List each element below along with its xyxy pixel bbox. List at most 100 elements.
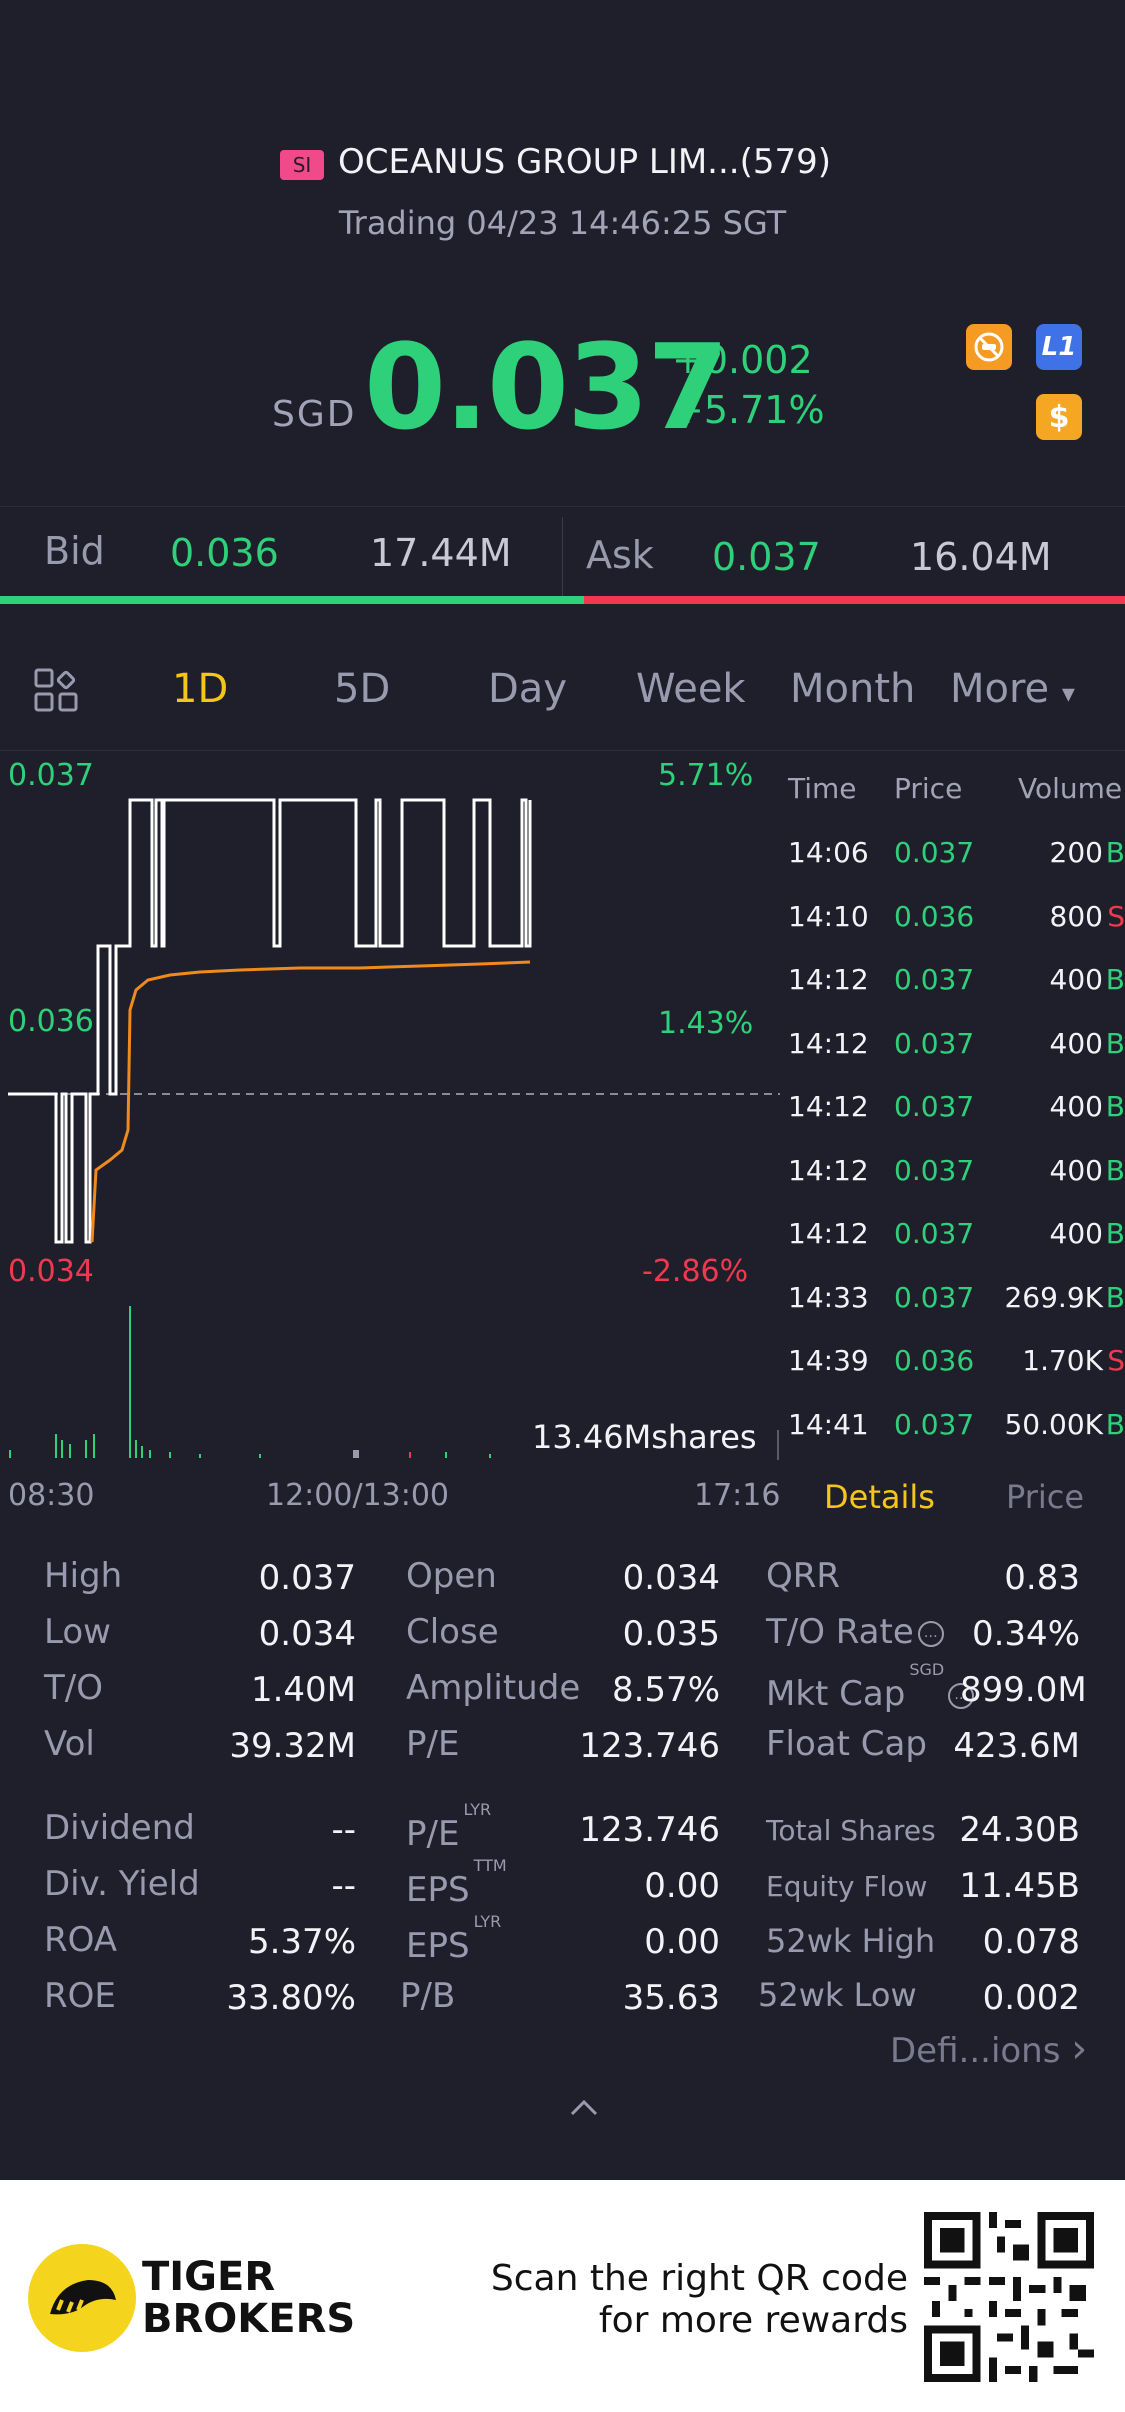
trade-time: 14:33 <box>788 1280 869 1314</box>
pe-lyr-text: P/E <box>406 1814 460 1854</box>
definitions-text: Defi...ions <box>890 2031 1061 2071</box>
bid-ask-panel[interactable]: Bid 0.036 17.44M Ask 0.037 16.04M <box>0 506 1125 603</box>
trade-price: 0.037 <box>894 836 975 869</box>
close-value: 0.035 <box>622 1614 720 1654</box>
tab-price[interactable]: Price <box>1006 1478 1085 1516</box>
eps-ttm-label: EPSTTM <box>406 1856 507 1910</box>
tab-day[interactable]: Day <box>488 666 567 712</box>
trade-side: B <box>1105 1153 1125 1187</box>
trades-header-price: Price <box>894 772 963 805</box>
equity-flow-label: Equity Flow <box>766 1870 928 1903</box>
trade-row: 14:06 0.037 200 B <box>780 836 1125 900</box>
mkt-cap-currency: SGD <box>909 1660 945 1679</box>
to-label: T/O <box>44 1668 103 1708</box>
chart-layout-icon[interactable] <box>34 668 78 716</box>
tab-more[interactable]: More ▾ <box>950 666 1075 712</box>
to-rate-text: T/O Rate <box>766 1612 914 1652</box>
intraday-chart[interactable] <box>0 750 780 1460</box>
trade-volume: 269.9K <box>1004 1280 1103 1314</box>
price-change: +0.002 <box>672 338 813 382</box>
trade-volume: 800 <box>1049 899 1103 933</box>
eps-lyr-sup: LYR <box>473 1912 502 1931</box>
trade-volume: 400 <box>1049 1026 1103 1060</box>
trade-volume: 400 <box>1049 1090 1103 1123</box>
trade-price: 0.037 <box>894 1407 975 1441</box>
wk52-high-value: 0.078 <box>982 1922 1080 1962</box>
trade-time: 14:12 <box>788 1090 869 1123</box>
pe-lyr-label: P/ELYR <box>406 1800 491 1854</box>
pb-value: 35.63 <box>622 1978 720 2018</box>
high-value: 0.037 <box>258 1558 356 1598</box>
trade-price: 0.037 <box>894 1217 975 1250</box>
trade-side: B <box>1105 836 1125 869</box>
qr-code[interactable] <box>924 2212 1094 2382</box>
trade-side: B <box>1105 1217 1125 1250</box>
mkt-cap-label: Mkt CapSGD… <box>766 1660 975 1714</box>
trade-side: B <box>1105 963 1125 996</box>
trade-row: 14:12 0.037 400 B <box>780 1090 1125 1154</box>
trade-side: B <box>1105 1026 1125 1060</box>
bid-size: 17.44M <box>370 531 512 575</box>
trade-row: 14:12 0.037 400 B <box>780 1217 1125 1281</box>
tab-details[interactable]: Details <box>824 1478 935 1516</box>
vol-value: 39.32M <box>229 1726 356 1766</box>
currency-label: SGD <box>272 394 357 435</box>
ask-size: 16.04M <box>910 535 1052 579</box>
trade-row: 14:41 0.037 50.00K B <box>780 1408 1125 1472</box>
brand-line-2: BROKERS <box>142 2296 356 2342</box>
definitions-link[interactable]: Defi...ions › <box>890 2026 1087 2072</box>
roe-label: ROE <box>44 1976 116 2016</box>
volume-bars <box>9 1306 491 1458</box>
trade-volume: 50.00K <box>1004 1407 1103 1441</box>
level1-icon[interactable]: L1 <box>1036 324 1082 370</box>
pe-lyr-value: 123.746 <box>579 1810 720 1850</box>
trade-row: 14:12 0.037 400 B <box>780 963 1125 1027</box>
dividend-label: Dividend <box>44 1808 195 1848</box>
collapse-chevron-icon[interactable] <box>566 2096 602 2124</box>
bid-label: Bid <box>44 529 105 573</box>
pct-axis-low: -2.86% <box>642 1254 749 1289</box>
tab-week[interactable]: Week <box>636 666 746 712</box>
bid-volume-bar <box>0 596 584 604</box>
info-icon[interactable]: … <box>948 1682 975 1709</box>
trade-volume: 400 <box>1049 963 1103 996</box>
mkt-cap-value: 899.0M <box>960 1670 1087 1710</box>
roa-label: ROA <box>44 1920 118 1960</box>
trade-price: 0.037 <box>894 1153 975 1187</box>
x-axis-break: 12:00/13:00 <box>266 1478 450 1513</box>
trade-row: 14:12 0.037 400 B <box>780 1154 1125 1218</box>
scan-promo-text: Scan the right QR code for more rewards <box>440 2258 908 2342</box>
eps-lyr-label: EPSLYR <box>406 1912 501 1966</box>
tab-1d[interactable]: 1D <box>172 666 229 712</box>
vol-label: Vol <box>44 1724 95 1764</box>
x-axis-start: 08:30 <box>8 1478 95 1513</box>
trade-side: B <box>1105 1280 1125 1314</box>
chevron-right-icon: › <box>1071 2026 1088 2072</box>
tab-5d[interactable]: 5D <box>334 666 391 712</box>
eps-lyr-value: 0.00 <box>644 1922 720 1962</box>
info-icon[interactable]: … <box>917 1620 944 1647</box>
trade-time: 14:06 <box>788 836 869 869</box>
eps-ttm-value: 0.00 <box>644 1866 720 1906</box>
no-short-icon[interactable] <box>966 324 1012 370</box>
pb-label: P/B <box>400 1976 456 2016</box>
y-axis-low: 0.034 <box>8 1254 94 1289</box>
trade-price: 0.036 <box>894 899 975 933</box>
high-label: High <box>44 1556 123 1596</box>
trades-header-time: Time <box>788 772 857 805</box>
wk52-high-label: 52wk High <box>766 1922 936 1960</box>
brand-name: TIGER BROKERS <box>142 2256 355 2340</box>
trading-status: Trading 04/23 14:46:25 SGT <box>338 204 787 242</box>
trade-row: 14:39 0.036 1.70K S <box>780 1344 1125 1408</box>
pct-axis-high: 5.71% <box>658 758 754 793</box>
stock-name[interactable]: OCEANUS GROUP LIM...(579) <box>338 142 832 182</box>
brand-line-1: TIGER <box>142 2254 276 2300</box>
tab-month[interactable]: Month <box>790 666 916 712</box>
roe-value: 33.80% <box>226 1978 356 2018</box>
dollar-icon[interactable]: $ <box>1036 394 1082 440</box>
trade-time: 14:12 <box>788 1217 869 1250</box>
to-rate-value: 0.34% <box>971 1614 1080 1654</box>
average-line <box>90 960 531 1243</box>
trade-volume: 400 <box>1049 1153 1103 1187</box>
bid-ask-divider <box>562 517 563 597</box>
